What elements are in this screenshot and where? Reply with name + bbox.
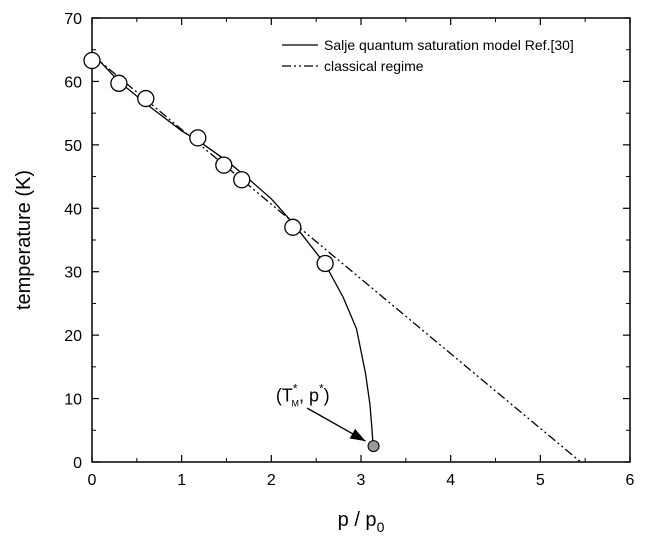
series-line-1 — [91, 54, 582, 463]
plot-frame — [91, 17, 631, 463]
x-tick-label-4: 4 — [446, 472, 455, 489]
x-axis-title: p / p0 — [338, 509, 385, 535]
annotation-arrow-head — [349, 428, 366, 442]
data-point-7 — [316, 254, 334, 273]
data-point-1 — [110, 74, 128, 92]
y-axis-title: temperature (K) — [13, 170, 35, 310]
y-tick-label-4: 40 — [64, 201, 82, 218]
x-tick-label-0: 0 — [88, 472, 97, 489]
legend-label-0: Salje quantum saturation model Ref.[30] — [324, 37, 574, 53]
series-line-0 — [91, 52, 375, 447]
data-point-5 — [233, 171, 251, 189]
data-point-3 — [189, 129, 207, 147]
y-tick-label-2: 20 — [64, 328, 82, 345]
data-point-2 — [137, 89, 155, 108]
data-point-4 — [215, 156, 233, 174]
series-layer — [91, 52, 582, 463]
y-tick-label-3: 30 — [64, 265, 82, 282]
annotation-label: (T* M, p*) — [276, 382, 330, 409]
y-tick-label-6: 60 — [64, 74, 82, 91]
annotation-layer: (T* M, p*) — [276, 382, 366, 442]
data-point-0 — [83, 51, 101, 70]
x-tick-label-2: 2 — [267, 472, 276, 489]
data-point-6 — [284, 218, 302, 236]
x-tick-label-5: 5 — [536, 472, 545, 489]
x-tick-label-1: 1 — [177, 472, 186, 489]
x-tick-label-3: 3 — [357, 472, 366, 489]
legend: Salje quantum saturation model Ref.[30] c… — [282, 37, 574, 74]
markers-layer — [83, 51, 380, 453]
special-point — [367, 440, 380, 453]
y-tick-label-0: 0 — [73, 455, 82, 472]
y-tick-label-1: 10 — [64, 392, 82, 409]
y-tick-label-7: 70 — [64, 11, 82, 28]
y-tick-label-5: 50 — [64, 138, 82, 155]
legend-label-1: classical regime — [324, 58, 424, 74]
x-tick-label-6: 6 — [626, 472, 635, 489]
